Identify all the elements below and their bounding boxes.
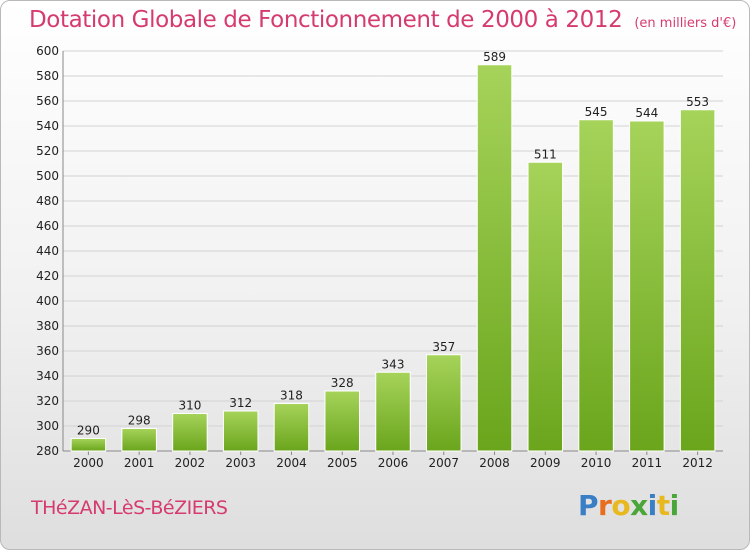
data-label-2005: 328	[331, 376, 354, 390]
x-tick-label-2003: 2003	[225, 456, 256, 470]
bar-2010	[578, 119, 614, 452]
brand-letter: P	[578, 489, 599, 522]
y-tick-label: 420	[36, 269, 59, 283]
labels: 280 300 320 340 360 380 400 420 440 460 480 500 520 5…	[36, 44, 713, 470]
bars	[70, 64, 716, 452]
brand-letter: r	[598, 489, 612, 522]
data-label-2008: 589	[483, 50, 506, 64]
x-tick-label-2007: 2007	[428, 456, 459, 470]
commune-name: THéZAN-LèS-BéZIERS	[31, 497, 228, 519]
x-tick-label-2012: 2012	[682, 456, 713, 470]
brand-letter: t	[656, 489, 670, 522]
x-tick-label-2001: 2001	[124, 456, 155, 470]
chart-title-text: Dotation Globale de Fonctionnement de 20…	[29, 7, 623, 33]
bar-2006	[375, 371, 411, 452]
x-tick-label-2011: 2011	[632, 456, 663, 470]
bar-2003	[222, 410, 259, 452]
bar-2012	[679, 109, 716, 452]
data-label-2012: 553	[686, 95, 709, 109]
data-label-2002: 310	[178, 399, 201, 413]
x-tick-label-2008: 2008	[479, 456, 510, 470]
y-tick-label: 340	[36, 369, 59, 383]
data-label-2001: 298	[128, 414, 151, 428]
bar-2001	[121, 428, 157, 452]
x-tick-label-2005: 2005	[327, 456, 358, 470]
data-label-2010: 545	[585, 105, 608, 119]
bar-2011	[629, 120, 665, 452]
bar-2009	[527, 161, 564, 452]
bar-2002	[172, 413, 208, 452]
chart-title: Dotation Globale de Fonctionnement de 20…	[29, 7, 736, 33]
y-tick-label: 380	[36, 319, 59, 333]
data-label-2004: 318	[280, 389, 303, 403]
y-tick-label: 560	[36, 94, 59, 108]
y-tick-label: 280	[36, 444, 59, 458]
data-label-2006: 343	[382, 357, 405, 371]
brand-letter: x	[630, 489, 648, 522]
x-tick-label-2009: 2009	[530, 456, 561, 470]
y-tick-label: 480	[36, 194, 59, 208]
x-tick-label-2006: 2006	[378, 456, 409, 470]
data-label-2009: 511	[534, 147, 557, 161]
y-tick-label: 320	[36, 394, 59, 408]
brand-letter: i	[669, 489, 680, 522]
y-tick-label: 520	[36, 144, 59, 158]
brand-letter: o	[611, 489, 631, 522]
bar-2000	[70, 438, 107, 452]
y-tick-label: 440	[36, 244, 59, 258]
y-tick-label: 300	[36, 419, 59, 433]
y-tick-label: 400	[36, 294, 59, 308]
brand-logo: Proxiti	[578, 489, 679, 522]
data-label-2007: 357	[432, 340, 455, 354]
bar-2004	[273, 403, 310, 452]
y-tick-label: 580	[36, 69, 59, 83]
x-tick-label-2000: 2000	[73, 456, 104, 470]
y-tick-label: 500	[36, 169, 59, 183]
y-tick-label: 360	[36, 344, 59, 358]
x-tick-label-2004: 2004	[276, 456, 307, 470]
data-label-2003: 312	[229, 396, 252, 410]
bar-2007	[426, 354, 462, 452]
x-tick-label-2002: 2002	[175, 456, 206, 470]
chart-unit: (en milliers d'€)	[634, 16, 737, 31]
brand-letter: i	[647, 489, 658, 522]
x-tick-label-2010: 2010	[581, 456, 612, 470]
bar-2005	[324, 390, 360, 452]
y-tick-label: 600	[36, 44, 59, 58]
bar-2008	[476, 64, 513, 452]
y-tick-label: 460	[36, 219, 59, 233]
data-label-2011: 544	[635, 106, 658, 120]
data-label-2000: 290	[77, 424, 100, 438]
y-tick-label: 540	[36, 119, 59, 133]
